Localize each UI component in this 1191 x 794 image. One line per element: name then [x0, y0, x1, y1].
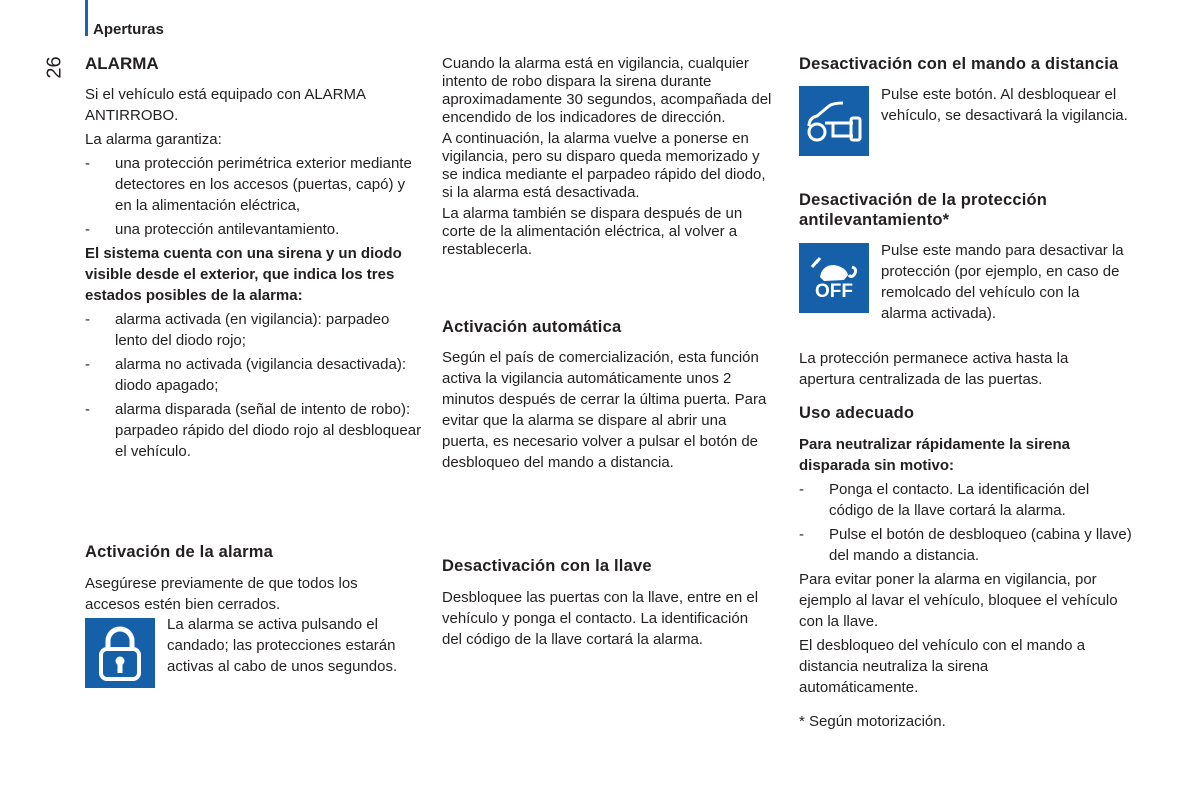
- padlock-row: La alarma se activa pulsando el candado;…: [85, 616, 425, 688]
- key-text: Desbloquee las puertas con la llave, ent…: [442, 589, 759, 648]
- list-item-text: alarma activada (en vigilancia): parpade…: [115, 311, 390, 349]
- list-item-text: alarma no activada (vigilancia desactiva…: [115, 356, 406, 394]
- col1-intro: Si el vehículo está equipado con ALARMA …: [85, 84, 425, 465]
- off-label: OFF: [815, 281, 853, 302]
- use-section: Para neutralizar rápidamente la sirena d…: [799, 434, 1134, 701]
- list-item: - una protección antilevantamiento.: [85, 221, 340, 238]
- bold-paragraph: Para neutralizar rápidamente la sirena d…: [799, 436, 1070, 474]
- activation-text: Asegúrese previamente de que todos los a…: [85, 575, 358, 613]
- list-item: - alarma disparada (señal de intento de r…: [85, 401, 422, 460]
- paragraph: El desbloqueo del vehículo con el mando …: [799, 637, 1086, 696]
- page-title: ALARMA: [85, 54, 159, 73]
- section-heading: Uso adecuado: [799, 404, 915, 422]
- antilift-after: La protección permanece activa hasta la …: [799, 350, 1069, 388]
- remote-row: Pulse este botón. Al desbloquear el vehí…: [799, 86, 1134, 156]
- list-item: - una protección perimétrica exterior med…: [85, 155, 412, 214]
- section-heading: Desactivación con la llave: [442, 557, 652, 575]
- bold-paragraph: El sistema cuenta con una sirena y un di…: [85, 245, 402, 304]
- section-heading: Activación automática: [442, 318, 622, 336]
- list-item: - Pulse el botón de desbloqueo (cabina y …: [799, 526, 1132, 564]
- remote-text: Pulse este botón. Al desbloquear el vehí…: [881, 86, 1128, 124]
- paragraph: A continuación, la alarma vuelve a poner…: [442, 130, 766, 201]
- padlock-icon: [85, 618, 155, 688]
- col2-intro: Cuando la alarma está en vigilancia, cua…: [442, 55, 777, 259]
- list-item-text: una protección antilevantamiento.: [115, 221, 340, 238]
- list-item-text: alarma disparada (señal de intento de ro…: [115, 401, 422, 460]
- list-item: - alarma activada (en vigilancia): parpad…: [85, 311, 390, 349]
- section-header: Aperturas: [93, 21, 164, 38]
- antilift-off-icon: OFF: [799, 243, 869, 313]
- auto-text: Según el país de comercialización, esta …: [442, 349, 767, 471]
- page-number: 26: [43, 56, 66, 79]
- section-heading: Desactivación con el mando a distancia: [799, 55, 1119, 73]
- antilift-row: OFF Pulse este mando para desactivar la …: [799, 242, 1134, 327]
- list-item-text: Ponga el contacto. La identificación del…: [829, 481, 1090, 519]
- footnote: * Según motorización.: [799, 713, 946, 730]
- section-heading: Activación de la alarma: [85, 543, 274, 561]
- list-item: - Ponga el contacto. La identificación de…: [799, 481, 1090, 519]
- header-accent-bar: [85, 0, 88, 36]
- intro-text: Si el vehículo está equipado con ALARMA …: [85, 86, 366, 124]
- car-unlock-icon: [799, 86, 869, 156]
- paragraph: Cuando la alarma está en vigilancia, cua…: [442, 55, 772, 126]
- list-item-text: Pulse el botón de desbloqueo (cabina y l…: [829, 526, 1132, 564]
- paragraph: La alarma también se dispara después de …: [442, 205, 743, 258]
- activation-section: Asegúrese previamente de que todos los a…: [85, 573, 425, 688]
- paragraph: Para evitar poner la alarma en vigilanci…: [799, 571, 1118, 630]
- intro-text: La alarma garantiza:: [85, 131, 222, 148]
- antilift-text: Pulse este mando para desactivar la prot…: [881, 242, 1124, 322]
- section-heading: Desactivación de la protección antilevan…: [799, 191, 1048, 229]
- padlock-text: La alarma se activa pulsando el candado;…: [167, 616, 398, 675]
- list-item: - alarma no activada (vigilancia desactiv…: [85, 356, 406, 394]
- list-item-text: una protección perimétrica exterior medi…: [115, 155, 412, 214]
